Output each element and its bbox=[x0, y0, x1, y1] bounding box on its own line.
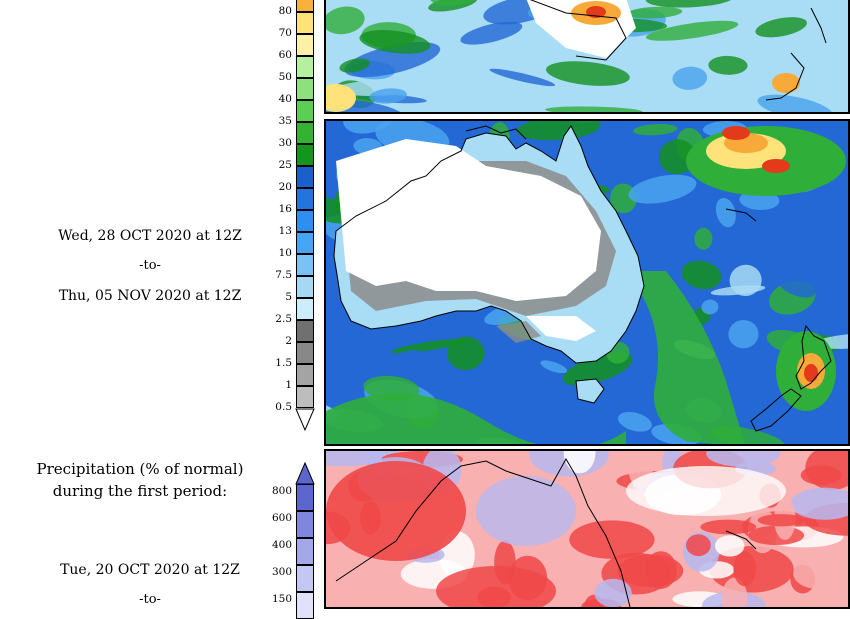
colorbar-segment bbox=[296, 342, 314, 364]
colorbar-label: 0.5 bbox=[258, 401, 292, 413]
colorbar-label: 70 bbox=[258, 27, 292, 39]
colorbar-segment bbox=[296, 538, 314, 565]
colorbar-segment bbox=[296, 100, 314, 122]
anomaly-blob bbox=[326, 461, 466, 561]
colorbar-segment bbox=[296, 166, 314, 188]
precip-blob bbox=[772, 73, 800, 93]
map-total-svg bbox=[326, 121, 850, 446]
colorbar-label: 30 bbox=[258, 137, 292, 149]
anomaly-blob bbox=[617, 554, 683, 587]
colorbar-label: 2.5 bbox=[258, 313, 292, 325]
forecast-period-end: Thu, 05 NOV 2020 at 12Z bbox=[20, 288, 280, 304]
colorbar-segment bbox=[296, 276, 314, 298]
map-panel-total-precip bbox=[324, 119, 850, 446]
percent-normal-title-line1: Precipitation (% of normal) bbox=[10, 458, 270, 480]
anomaly-blob bbox=[715, 535, 744, 556]
colorbar-label: 2 bbox=[258, 335, 292, 347]
precip-blob bbox=[804, 364, 818, 382]
colorbar-label: 80 bbox=[258, 5, 292, 17]
colorbar-segment bbox=[296, 511, 314, 538]
colorbar-label: 60 bbox=[258, 49, 292, 61]
colorbar-segment bbox=[296, 12, 314, 34]
colorbar-label: 25 bbox=[258, 159, 292, 171]
colorbar-label: 800 bbox=[258, 485, 292, 497]
colorbar-label: 20 bbox=[258, 181, 292, 193]
colorbar-segment bbox=[296, 210, 314, 232]
map-percent-svg bbox=[326, 451, 850, 609]
colorbar-max-triangle bbox=[294, 462, 316, 486]
anomaly-blob bbox=[569, 520, 654, 559]
colorbar-segment bbox=[296, 232, 314, 254]
colorbar-segment bbox=[296, 592, 314, 619]
precip-blob bbox=[762, 159, 790, 173]
anomaly-blob bbox=[476, 476, 576, 546]
anomaly-blob bbox=[733, 551, 756, 586]
anomaly-blob bbox=[793, 557, 841, 588]
colorbar-segment bbox=[296, 34, 314, 56]
colorbar-label: 1.5 bbox=[258, 357, 292, 369]
colorbar-min-triangle bbox=[294, 408, 316, 432]
colorbar-label: 1 bbox=[258, 379, 292, 391]
forecast-period-start: Wed, 28 OCT 2020 at 12Z bbox=[20, 228, 280, 244]
map-panel-week2-precip bbox=[324, 0, 850, 114]
anomaly-blob bbox=[758, 514, 805, 526]
colorbar-label: 600 bbox=[258, 512, 292, 524]
forecast-period-to: -to- bbox=[20, 258, 280, 273]
anomaly-blob bbox=[686, 534, 711, 556]
map-week2-svg bbox=[326, 0, 850, 114]
colorbar-segment bbox=[296, 386, 314, 408]
colorbar-segment bbox=[296, 56, 314, 78]
colorbar-segment bbox=[296, 188, 314, 210]
colorbar-label: 150 bbox=[258, 593, 292, 605]
colorbar-label: 50 bbox=[258, 71, 292, 83]
percent-normal-title-line2: during the first period: bbox=[10, 480, 270, 502]
colorbar-segment bbox=[296, 484, 314, 511]
colorbar-segment bbox=[296, 565, 314, 592]
first-period-start: Tue, 20 OCT 2020 at 12Z bbox=[20, 562, 280, 578]
anomaly-blob bbox=[626, 466, 786, 516]
colorbar-label: 35 bbox=[258, 115, 292, 127]
map-panel-percent-normal bbox=[324, 449, 850, 609]
precip-blob bbox=[722, 126, 750, 140]
colorbar-segment bbox=[296, 298, 314, 320]
colorbar-label: 300 bbox=[258, 566, 292, 578]
colorbar-segment bbox=[296, 0, 314, 12]
colorbar-segment bbox=[296, 320, 314, 342]
colorbar-label: 40 bbox=[258, 93, 292, 105]
percent-normal-title: Precipitation (% of normal) during the f… bbox=[10, 458, 270, 502]
colorbar-label: 400 bbox=[258, 539, 292, 551]
colorbar-segment bbox=[296, 364, 314, 386]
colorbar-segment bbox=[296, 78, 314, 100]
colorbar-segment bbox=[296, 254, 314, 276]
colorbar-segment bbox=[296, 144, 314, 166]
colorbar-label: 16 bbox=[258, 203, 292, 215]
colorbar-segment bbox=[296, 122, 314, 144]
